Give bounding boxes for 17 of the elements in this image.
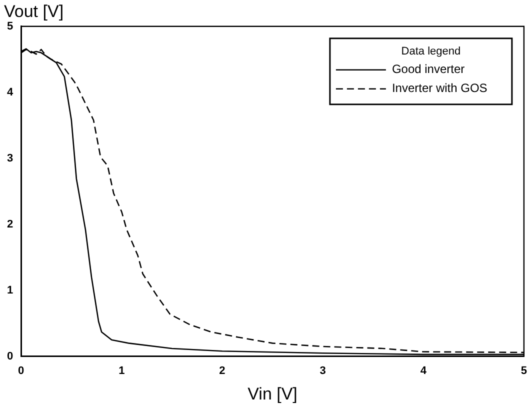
y-tick-label: 2	[6, 218, 14, 230]
y-tick-label: 4	[6, 86, 14, 98]
y-tick-label: 1	[6, 284, 14, 296]
y-tick-label: 3	[6, 152, 14, 164]
x-tick-label: 1	[118, 365, 125, 378]
legend-label: Good inverter	[392, 62, 465, 76]
legend-label: Inverter with GOS	[392, 81, 488, 96]
x-axis-title: Vin [V]	[248, 384, 298, 404]
y-tick-label: 5	[6, 20, 14, 32]
y-tick-label: 0	[6, 350, 14, 362]
x-tick-label: 5	[520, 365, 528, 378]
y-axis-title: Vout [V]	[4, 2, 64, 21]
x-tick-label: 2	[219, 365, 226, 378]
x-tick-label: 4	[420, 365, 428, 378]
x-tick-label: 0	[18, 365, 24, 378]
x-tick-label: 3	[320, 365, 326, 378]
legend-title: Data legend	[401, 45, 461, 58]
